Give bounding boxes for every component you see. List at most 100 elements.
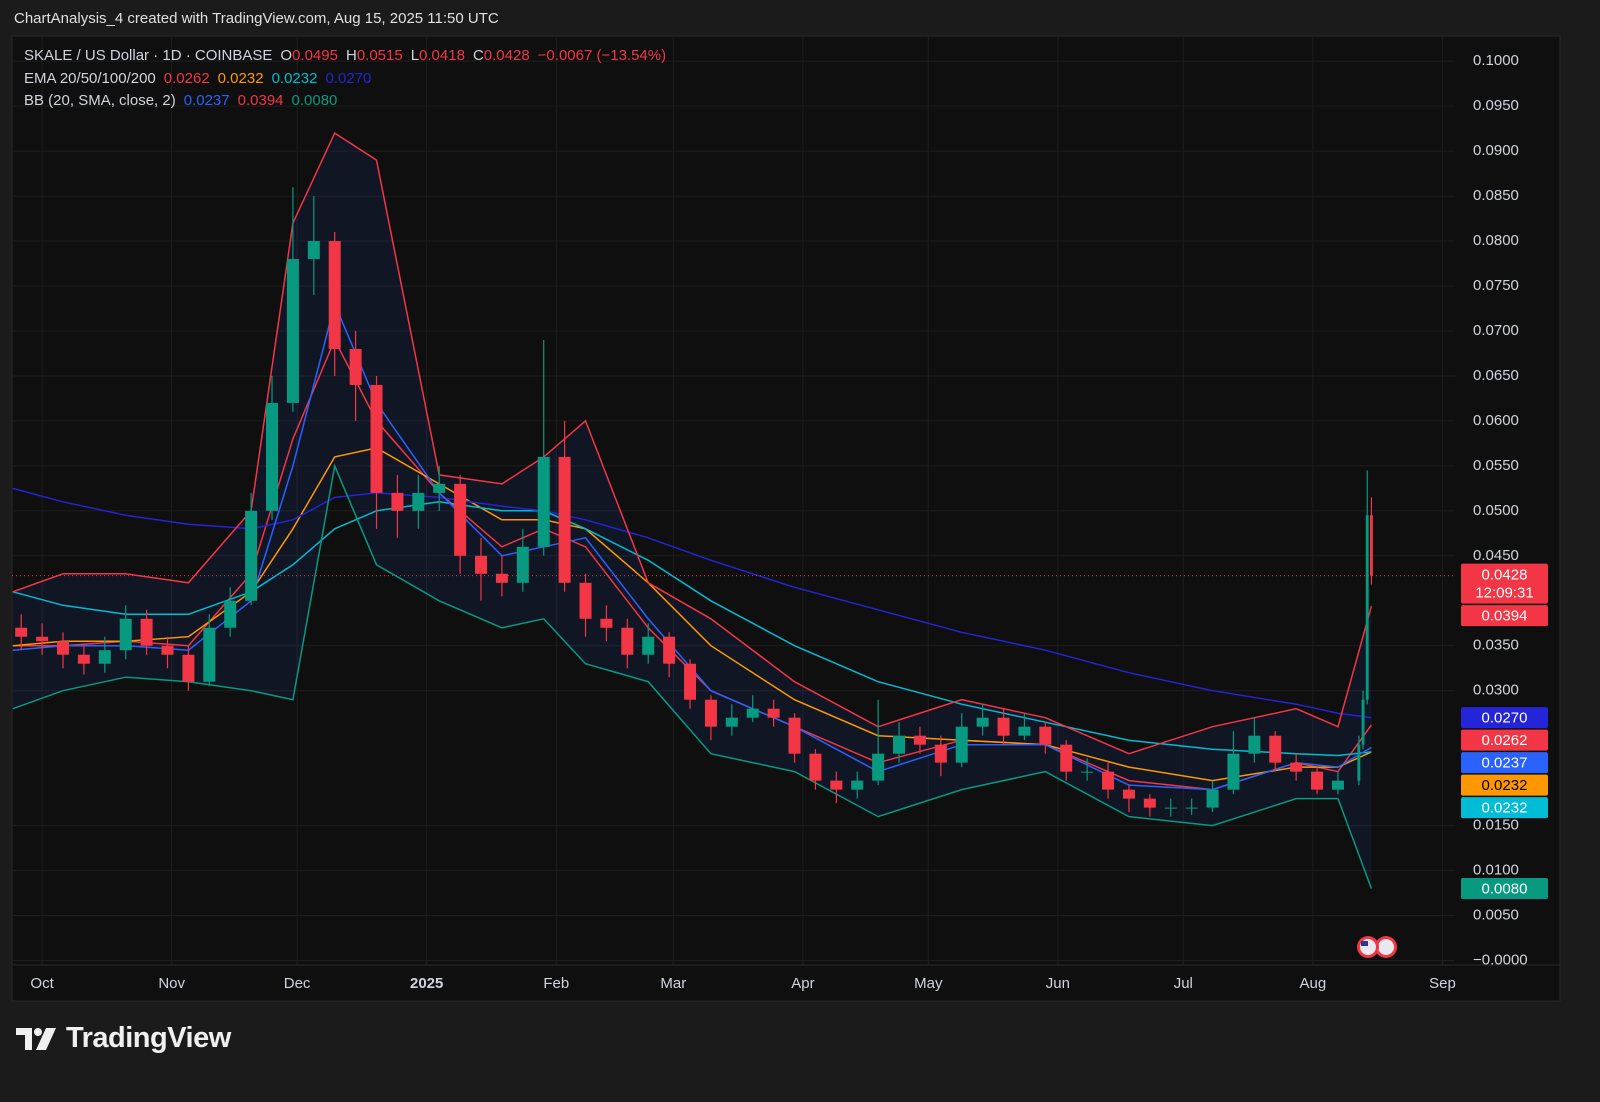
candle-body: [349, 348, 362, 385]
candle-body: [1143, 798, 1156, 808]
candle-body: [266, 402, 279, 511]
candle-body: [684, 663, 697, 700]
candle-body: [1102, 771, 1115, 790]
y-tick-label: 0.0100: [1473, 862, 1519, 879]
x-tick-label: Oct: [30, 975, 54, 992]
ohlc-value: 0.0515: [356, 47, 403, 64]
logo-shape: [34, 1027, 42, 1036]
y-tick-label: 0.0800: [1473, 232, 1519, 249]
y-tick-label: 0.0450: [1473, 547, 1519, 564]
ohlc-label: C: [472, 47, 484, 64]
candle-body: [997, 717, 1010, 736]
y-tick-label: 0.0650: [1473, 367, 1519, 384]
countdown-label: 12:09:31: [1475, 585, 1533, 602]
legend-row: BB (20, SMA, close, 2) 0.0237 0.0394 0.0080: [24, 90, 666, 113]
candle-body: [1164, 807, 1177, 809]
candle-body: [934, 744, 947, 763]
indicator-value: 0.0232: [271, 69, 318, 87]
event-flags[interactable]: [1357, 936, 1397, 958]
candle-body: [809, 753, 822, 781]
candle-body: [328, 241, 341, 349]
candle-body: [140, 618, 153, 646]
x-tick-label: Aug: [1300, 975, 1327, 992]
candle-body: [642, 636, 655, 655]
candle-body: [663, 636, 676, 664]
ohlc-label: H: [345, 47, 357, 64]
x-tick-label: Jul: [1174, 975, 1193, 992]
y-tick-label: 0.0850: [1473, 187, 1519, 204]
grid: [12, 36, 1455, 965]
candle-body: [119, 618, 132, 651]
x-tick-label: Mar: [660, 975, 686, 992]
band-fill: [12, 133, 1372, 889]
indicator-badge: [1461, 605, 1548, 627]
candle-body: [1311, 771, 1324, 790]
y-tick-label: 0.0750: [1473, 277, 1519, 294]
candle-body: [1206, 789, 1219, 808]
candle-body: [893, 735, 906, 754]
candle-body: [1018, 726, 1031, 736]
y-tick-label: 0.0150: [1473, 817, 1519, 834]
x-tick-label: Nov: [158, 975, 185, 992]
y-tick-label: 0.0300: [1473, 682, 1519, 699]
x-tick-label: May: [914, 975, 943, 992]
price-badge-label: 0.0428: [1482, 567, 1528, 584]
candle-body: [704, 699, 717, 727]
candle-body: [161, 645, 174, 655]
indicator-badge-label: 0.0394: [1482, 608, 1528, 625]
y-tick-label: 0.0050: [1473, 907, 1519, 924]
candle-body: [36, 636, 49, 642]
change-value: −0.0067 (−13.54%): [537, 47, 667, 64]
candle-body: [475, 555, 488, 574]
candle-body: [579, 582, 592, 619]
candle-body: [1248, 735, 1261, 754]
candle-body: [1269, 735, 1282, 763]
candle-body: [600, 618, 613, 628]
candle-body: [976, 717, 989, 727]
indicator-line: [12, 132, 1373, 755]
x-tick-label: Apr: [791, 975, 814, 992]
candle-body: [1369, 515, 1373, 576]
ohlc-label: L: [410, 47, 420, 64]
candle-body: [1357, 744, 1361, 781]
y-tick-label: 0.0500: [1473, 502, 1519, 519]
candle-body: [245, 510, 258, 601]
candle-body: [98, 650, 111, 664]
indicator-value: 0.0262: [163, 69, 210, 87]
y-tick-label: 0.0600: [1473, 412, 1519, 429]
indicator-badge-label: 0.0262: [1482, 732, 1528, 749]
indicator-label: BB (20, SMA, close, 2): [24, 92, 176, 109]
candle-body: [788, 717, 801, 754]
candle-body: [307, 241, 320, 260]
indicator-badge-label: 0.0232: [1482, 800, 1528, 817]
candle-body: [851, 780, 864, 790]
candle-body: [77, 654, 90, 664]
candle-body: [203, 627, 216, 682]
indicator-value: 0.0270: [325, 69, 372, 87]
indicator-line: [12, 487, 1372, 719]
candle-body: [725, 717, 738, 727]
symbol-title: SKALE / US Dollar · 1D · COINBASE: [24, 47, 273, 64]
indicator-badge: [1461, 752, 1548, 774]
candle-body: [830, 780, 843, 790]
y-tick-label: 0.0550: [1473, 457, 1519, 474]
price-badge: [1461, 563, 1548, 604]
x-tick-label: Sep: [1429, 975, 1456, 992]
flag-icon[interactable]: [1378, 939, 1394, 955]
candle-body: [433, 483, 446, 493]
indicator-badge-label: 0.0270: [1482, 710, 1528, 727]
candle-body: [1081, 771, 1094, 773]
candle-body: [495, 573, 508, 583]
candle-body: [621, 627, 634, 655]
candle-body: [516, 546, 529, 583]
y-tick-label: 0.1000: [1473, 52, 1519, 69]
indicator-badge-label: 0.0232: [1482, 777, 1528, 794]
indicator-value: 0.0080: [291, 92, 338, 109]
y-tick-label: 0.0900: [1473, 142, 1519, 159]
candle-body: [1122, 789, 1135, 799]
ohlc-value: 0.0418: [419, 47, 465, 64]
candle-body: [746, 708, 759, 718]
candle-body: [1039, 726, 1052, 745]
indicator-value: 0.0394: [237, 92, 284, 109]
